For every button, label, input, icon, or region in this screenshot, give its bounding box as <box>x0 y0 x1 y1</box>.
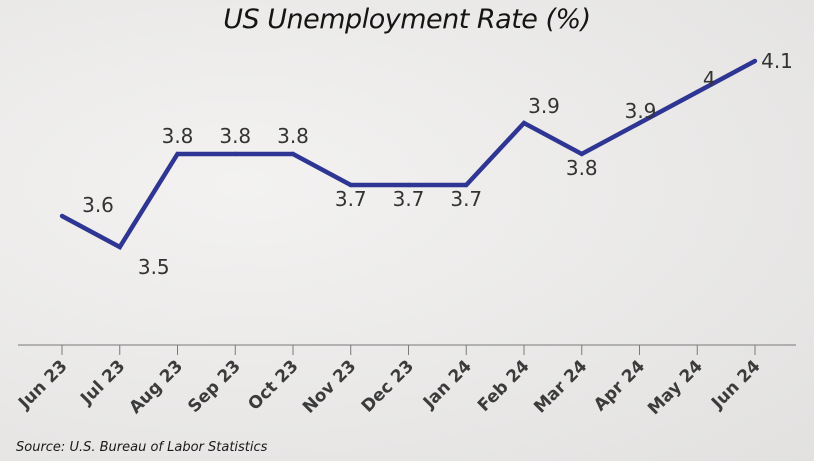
data-label: 3.7 <box>335 187 367 211</box>
data-label: 3.8 <box>162 124 194 148</box>
data-label: 3.8 <box>277 124 309 148</box>
data-label: 3.8 <box>219 124 251 148</box>
data-point <box>348 182 353 188</box>
data-point <box>117 244 122 250</box>
data-point <box>59 213 65 219</box>
x-tick-label: Aug 23 <box>126 356 188 418</box>
x-tick-label: Jan 24 <box>419 356 476 413</box>
x-tick-label: Jun 23 <box>14 356 71 413</box>
data-point <box>579 151 584 157</box>
x-tick-label: Oct 23 <box>244 356 302 414</box>
x-tick-label: Mar 24 <box>530 356 591 417</box>
data-point <box>175 151 180 157</box>
data-point <box>521 120 527 126</box>
x-tick-label: Dec 23 <box>358 356 418 416</box>
source-note: Source: U.S. Bureau of Labor Statistics <box>16 440 268 455</box>
data-label: 3.7 <box>450 187 482 211</box>
data-point <box>464 182 469 188</box>
x-tick-label: Jul 23 <box>76 356 129 409</box>
data-point <box>290 151 296 157</box>
x-tick-label: Sep 23 <box>184 356 244 416</box>
data-label: 4.1 <box>761 49 793 73</box>
data-point <box>637 120 642 126</box>
data-label: 3.5 <box>138 255 170 279</box>
data-label: 3.6 <box>82 193 114 217</box>
data-point <box>752 58 758 64</box>
data-label: 3.9 <box>625 99 657 123</box>
x-tick-label: Feb 24 <box>474 356 534 416</box>
data-point <box>695 89 700 95</box>
x-tick-label: Jun 24 <box>707 356 764 413</box>
data-label: 4 <box>703 67 716 91</box>
data-label: 3.7 <box>393 187 425 211</box>
data-point <box>233 151 238 157</box>
x-tick-label: Nov 23 <box>299 356 360 417</box>
data-point <box>406 182 411 188</box>
chart-title: US Unemployment Rate (%) <box>223 4 591 35</box>
data-label: 3.9 <box>528 94 560 118</box>
x-tick-label: May 24 <box>644 356 707 419</box>
data-label: 3.8 <box>566 156 598 180</box>
series-line <box>60 59 757 250</box>
x-tick-label: Apr 24 <box>590 356 649 415</box>
